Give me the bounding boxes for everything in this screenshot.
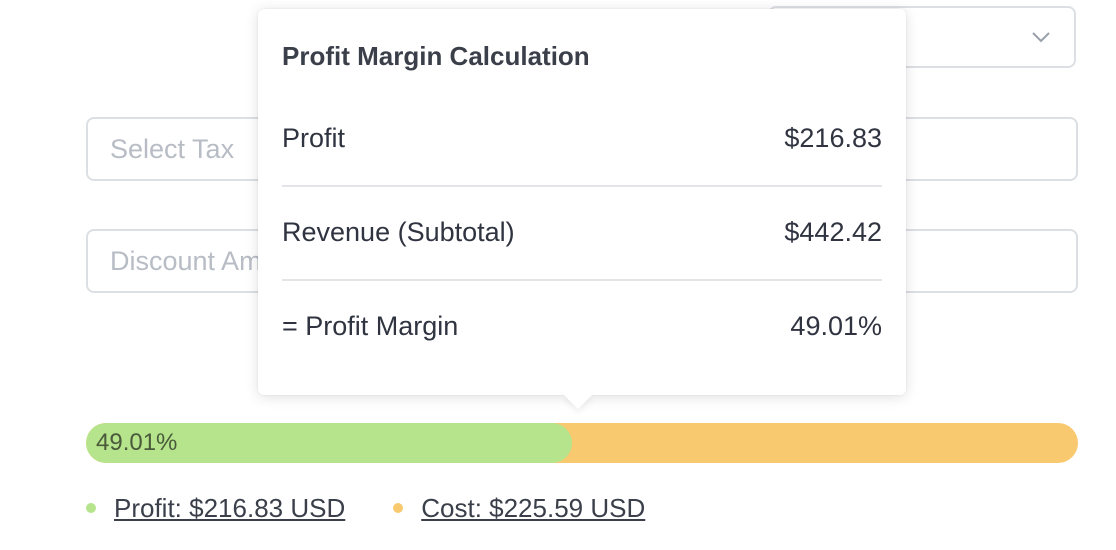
profit-margin-bar-label: 49.01% [96, 429, 178, 456]
tooltip-row-revenue: Revenue (Subtotal) $442.42 [282, 185, 882, 281]
margin-legend: Profit: $216.83 USD Cost: $225.59 USD [86, 490, 693, 526]
tooltip-row-value: $442.42 [784, 216, 882, 247]
tooltip-row-label: = Profit Margin [282, 310, 459, 341]
tooltip-arrow [563, 380, 593, 410]
cost-dot-icon [393, 503, 404, 513]
tooltip-title: Profit Margin Calculation [282, 41, 590, 71]
tooltip-row-label: Profit [282, 122, 346, 153]
tooltip-row-profit: Profit $216.83 [282, 91, 882, 187]
profit-margin-fill [86, 423, 573, 463]
chevron-down-icon [1032, 32, 1050, 43]
legend-item-profit: Profit: $216.83 USD [86, 493, 345, 524]
cost-link[interactable]: Cost: $225.59 USD [421, 492, 646, 523]
tooltip-row-value: $216.83 [784, 122, 882, 153]
legend-item-cost: Cost: $225.59 USD [393, 493, 645, 524]
tooltip-row-label: Revenue (Subtotal) [282, 216, 515, 247]
tooltip-row-margin: = Profit Margin 49.01% [282, 279, 882, 373]
profit-link[interactable]: Profit: $216.83 USD [114, 492, 346, 523]
profit-margin-tooltip: Profit Margin Calculation Profit $216.83… [258, 9, 906, 410]
profit-margin-bar[interactable]: 49.01% [86, 423, 1078, 463]
tooltip-row-value: 49.01% [790, 310, 882, 341]
profit-dot-icon [86, 503, 96, 513]
